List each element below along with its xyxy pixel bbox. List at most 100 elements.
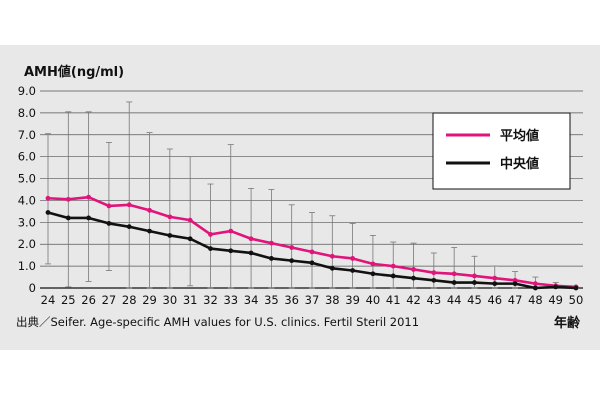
x-axis-label: 年齢 — [554, 315, 581, 331]
x-tick-label: 30 — [163, 293, 178, 307]
mean-point — [248, 236, 254, 242]
legend-label-mean: 平均値 — [500, 128, 539, 144]
mean-point — [350, 256, 356, 261]
mean-point — [228, 228, 234, 234]
x-tick-label: 38 — [325, 293, 340, 307]
median-point — [390, 273, 396, 279]
median-point — [431, 277, 437, 283]
x-tick-label: 43 — [427, 293, 442, 307]
mean-point — [329, 253, 335, 259]
median-point — [512, 281, 518, 287]
median-point — [411, 275, 416, 281]
mean-point — [512, 277, 518, 283]
y-tick-label: 0 — [29, 281, 36, 295]
median-point — [86, 215, 92, 221]
median-point — [187, 236, 193, 242]
y-tick-label: 9.0 — [18, 84, 36, 98]
mean-point — [126, 202, 132, 208]
mean-point — [431, 270, 437, 276]
median-point — [268, 256, 274, 261]
median-point — [208, 246, 213, 252]
mean-point — [147, 207, 152, 213]
source-note: 出典／Seifer. Age-specific AMH values for U… — [16, 315, 419, 329]
y-tick-label: 2.0 — [18, 237, 36, 251]
mean-point — [187, 217, 193, 223]
mean-point — [86, 194, 92, 200]
legend-label-median: 中央値 — [500, 156, 539, 172]
mean-point — [532, 281, 538, 287]
median-point — [329, 265, 335, 271]
x-tick-label: 37 — [305, 293, 320, 307]
mean-point — [268, 240, 274, 246]
y-tick-label: 8.0 — [18, 106, 36, 120]
x-tick-label: 33 — [223, 293, 238, 307]
mean-point — [65, 196, 71, 202]
y-tick-labels: 0 1.0 2.0 3.0 4.0 5.0 6.0 7.0 8.0 9.0 — [18, 84, 36, 295]
x-tick-label: 44 — [447, 293, 462, 307]
x-tick-label: 32 — [203, 293, 218, 307]
x-tick-label: 40 — [366, 293, 381, 307]
median-point — [65, 215, 71, 221]
median-point — [45, 210, 51, 215]
x-tick-label: 41 — [386, 293, 401, 307]
y-tick-label: 1.0 — [18, 259, 36, 273]
mean-point — [370, 261, 376, 267]
x-tick-label: 48 — [528, 293, 543, 307]
x-tick-label: 35 — [264, 293, 279, 307]
x-tick-label: 39 — [345, 293, 360, 307]
x-tick-label: 26 — [81, 293, 96, 307]
mean-point — [167, 214, 173, 220]
mean-point — [289, 245, 295, 250]
median-point — [147, 228, 152, 234]
mean-point — [492, 275, 498, 281]
x-tick-label: 34 — [244, 293, 259, 307]
median-point — [126, 224, 132, 230]
x-tick-label: 28 — [122, 293, 137, 307]
x-tick-label: 50 — [569, 293, 584, 307]
median-point — [573, 285, 579, 291]
median-point — [167, 233, 173, 238]
x-tick-label: 24 — [41, 293, 56, 307]
chart-panel — [0, 45, 600, 350]
mean-point — [45, 195, 51, 201]
x-tick-label: 25 — [61, 293, 76, 307]
median-point — [309, 260, 315, 266]
y-tick-label: 3.0 — [18, 215, 36, 229]
y-axis-label: AMH値(ng/ml) — [24, 64, 124, 80]
mean-point — [208, 231, 213, 237]
median-point — [553, 284, 559, 290]
y-tick-label: 7.0 — [18, 128, 36, 142]
x-tick-label: 31 — [183, 293, 198, 307]
median-point — [228, 248, 234, 254]
mean-point — [451, 271, 457, 277]
median-point — [370, 271, 376, 277]
x-tick-label: 46 — [487, 293, 502, 307]
x-tick-label: 29 — [142, 293, 157, 307]
x-tick-label: 36 — [284, 293, 299, 307]
median-point — [350, 268, 356, 273]
median-point — [248, 250, 254, 256]
mean-point — [390, 263, 396, 269]
median-point — [492, 281, 498, 287]
x-tick-label: 47 — [508, 293, 523, 307]
mean-point — [411, 266, 416, 272]
median-point — [472, 280, 477, 285]
legend-box — [432, 112, 571, 190]
median-point — [532, 285, 538, 291]
median-point — [289, 258, 295, 264]
series-points — [45, 194, 579, 291]
y-tick-label: 5.0 — [18, 172, 36, 186]
y-tick-label: 4.0 — [18, 193, 36, 207]
x-tick-labels: 24 25 26 27 28 29 30 31 32 33 34 35 36 37 38 39 40 41 42 43… — [41, 293, 584, 307]
x-tick-label: 27 — [102, 293, 117, 307]
mean-point — [106, 203, 112, 209]
x-tick-label: 49 — [548, 293, 563, 307]
median-point — [451, 280, 457, 285]
x-tick-label: 42 — [406, 293, 421, 307]
x-tick-label: 45 — [467, 293, 482, 307]
y-tick-label: 6.0 — [18, 150, 36, 164]
median-point — [106, 221, 112, 226]
mean-point — [472, 273, 477, 279]
